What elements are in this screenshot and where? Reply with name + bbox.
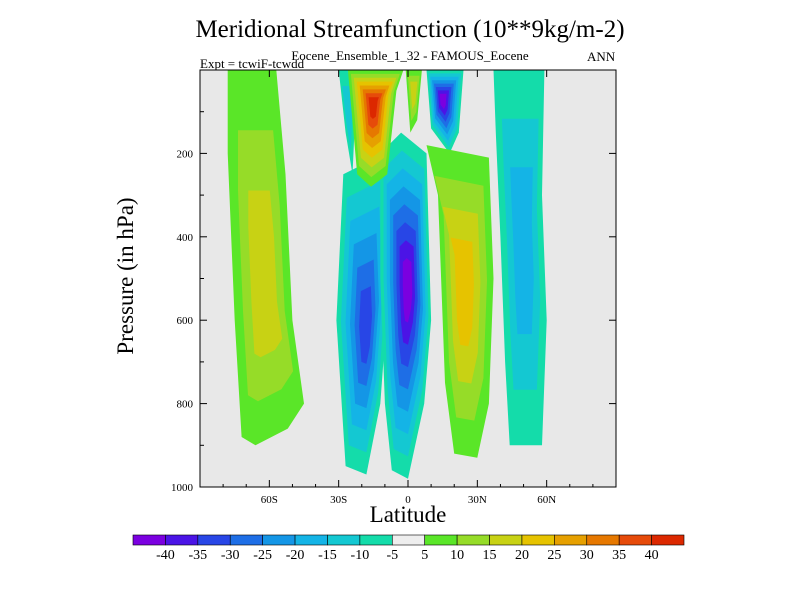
southern-negative-cell-level-6 <box>359 286 372 364</box>
colorbar-swatch <box>165 534 199 546</box>
y-tick-label: 400 <box>177 232 194 244</box>
colorbar: -40 -35 -30 -25 -20 -15 -10 -5 5 10 15 20 25 30 35 40 <box>132 534 685 563</box>
colorbar-label: 40 <box>645 548 659 563</box>
upper-negative-sliver-level-2 <box>342 86 354 151</box>
colorbar-label: -30 <box>221 548 240 563</box>
colorbar-swatch <box>521 534 555 546</box>
x-tick-label: 30N <box>468 494 487 506</box>
colorbar-label: -25 <box>253 548 272 563</box>
upper-positive-ridge-level-3 <box>410 81 418 110</box>
southern-hadley-positive-level-3 <box>248 190 283 358</box>
colorbar-swatch <box>197 534 231 546</box>
colorbar-swatch <box>456 534 490 546</box>
colorbar-label: -35 <box>188 548 207 563</box>
colorbar-label: 30 <box>580 548 594 563</box>
colorbar-swatch <box>132 534 166 546</box>
colorbar-label: -15 <box>318 548 337 563</box>
colorbar-swatch <box>489 534 523 546</box>
colorbar-label: 20 <box>515 548 529 563</box>
x-axis-label: Latitude <box>369 502 447 527</box>
upper-positive-south-level-8 <box>368 97 379 119</box>
upper-negative-north-level-8 <box>439 93 447 110</box>
colorbar-swatch <box>262 534 296 546</box>
colorbar-label: 35 <box>612 548 626 563</box>
equatorial-negative-cell-level-8 <box>402 258 413 323</box>
contour-fields <box>227 70 547 479</box>
colorbar-label: 5 <box>421 548 428 563</box>
x-tick-label: 30S <box>330 494 347 506</box>
colorbar-swatch <box>424 534 458 546</box>
colorbar-label: -10 <box>351 548 370 563</box>
colorbar-swatch <box>651 534 685 546</box>
northern-negative-cell-level-3 <box>510 167 534 335</box>
x-tick-label: 0 <box>405 494 411 506</box>
x-tick-label: 60N <box>537 494 556 506</box>
colorbar-label: 10 <box>450 548 464 563</box>
x-tick-label: 60S <box>261 494 278 506</box>
y-tick-label: 800 <box>177 399 194 411</box>
colorbar-label: -40 <box>156 548 175 563</box>
colorbar-swatch <box>359 534 393 546</box>
colorbar-swatch <box>391 534 426 546</box>
colorbar-swatch <box>554 534 588 546</box>
northern-hadley-positive-level-4 <box>450 237 474 347</box>
colorbar-label: 25 <box>547 548 561 563</box>
y-tick-label: 200 <box>177 148 194 160</box>
axis-ticks: 60S 30S 0 30N 60N 200 400 600 800 1000 <box>171 70 616 506</box>
colorbar-swatch <box>229 534 263 546</box>
chart-subtitle: Eocene_Ensemble_1_32 - FAMOUS_Eocene <box>291 48 529 63</box>
colorbar-label: -5 <box>386 548 398 563</box>
chart-title: Meridional Streamfunction (10**9kg/m-2) <box>195 16 625 43</box>
y-tick-label: 600 <box>177 315 194 327</box>
season-label: ANN <box>587 49 616 64</box>
colorbar-swatch <box>327 534 361 546</box>
colorbar-swatch <box>618 534 652 546</box>
experiment-label: Expt = tcwiF-tcwdd <box>200 56 305 71</box>
colorbar-label: -20 <box>286 548 305 563</box>
colorbar-label: 15 <box>483 548 497 563</box>
colorbar-swatch <box>294 534 328 546</box>
colorbar-swatch <box>586 534 620 546</box>
y-tick-label: 1000 <box>171 482 194 494</box>
